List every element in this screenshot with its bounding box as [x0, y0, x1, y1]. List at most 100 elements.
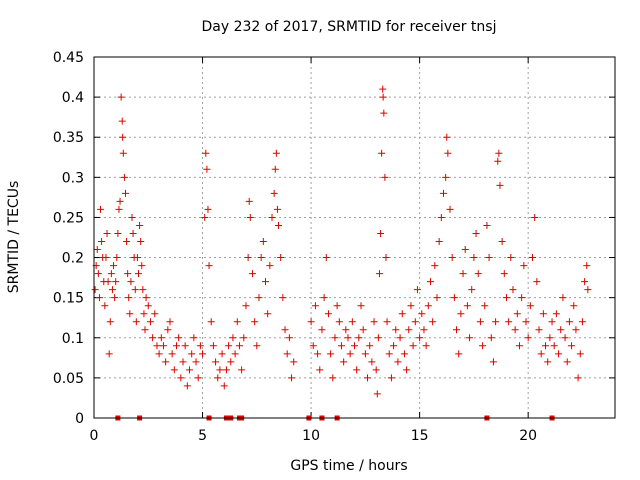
data-point	[461, 246, 469, 254]
data-point	[409, 342, 417, 350]
data-point	[429, 318, 437, 326]
data-point	[331, 334, 339, 342]
data-point	[244, 254, 252, 262]
data-point	[264, 310, 272, 318]
data-point	[132, 318, 140, 326]
data-point	[155, 350, 163, 358]
data-point	[177, 374, 185, 382]
data-point	[108, 286, 116, 294]
data-point	[111, 294, 119, 302]
data-point	[91, 286, 99, 294]
data-point	[238, 366, 246, 374]
data-point	[181, 342, 189, 350]
data-point	[112, 278, 120, 286]
data-point	[374, 334, 382, 342]
data-point	[380, 109, 388, 117]
data-point	[235, 342, 243, 350]
y-tick-label: 0.2	[62, 251, 84, 267]
data-point	[479, 342, 487, 350]
data-point	[335, 318, 343, 326]
data-point	[568, 342, 576, 350]
data-point	[550, 342, 558, 350]
data-point	[398, 310, 406, 318]
data-point	[463, 302, 471, 310]
data-point	[387, 374, 395, 382]
data-point	[220, 382, 228, 390]
data-point	[142, 294, 150, 302]
data-point	[405, 326, 413, 334]
data-point	[140, 310, 148, 318]
data-point	[131, 286, 139, 294]
data-point	[168, 350, 176, 358]
data-point	[320, 294, 328, 302]
data-point	[253, 342, 261, 350]
y-tick-label: 0.4	[62, 90, 84, 106]
data-point	[513, 310, 521, 318]
x-tick-label: 10	[302, 428, 320, 444]
data-point	[459, 270, 467, 278]
data-point	[576, 350, 584, 358]
data-point	[457, 310, 465, 318]
data-point	[285, 334, 293, 342]
data-point	[583, 262, 591, 270]
data-point	[435, 238, 443, 246]
data-point	[565, 318, 573, 326]
data-point	[216, 366, 224, 374]
data-point	[118, 117, 126, 125]
data-point	[201, 213, 209, 221]
data-point	[385, 350, 393, 358]
data-point	[133, 254, 141, 262]
data-point	[146, 318, 154, 326]
data-point	[225, 342, 233, 350]
data-point	[333, 302, 341, 310]
data-point	[279, 294, 287, 302]
data-point	[494, 157, 502, 165]
data-point	[271, 165, 279, 173]
data-point	[95, 294, 103, 302]
data-point	[136, 221, 144, 229]
data-point	[442, 173, 450, 181]
data-point	[218, 350, 226, 358]
data-point	[455, 350, 463, 358]
data-point	[192, 358, 200, 366]
data-point	[329, 374, 337, 382]
data-point	[123, 238, 131, 246]
data-point	[489, 358, 497, 366]
data-point	[261, 278, 269, 286]
data-point	[539, 310, 547, 318]
x-tick-label: 0	[90, 428, 99, 444]
data-point	[203, 165, 211, 173]
data-point	[268, 213, 276, 221]
data-point	[318, 326, 326, 334]
data-point	[366, 342, 374, 350]
y-tick-label: 0.35	[53, 130, 84, 146]
data-point	[166, 318, 174, 326]
data-point	[281, 326, 289, 334]
data-point	[574, 374, 582, 382]
data-point	[379, 85, 387, 93]
data-point	[390, 342, 398, 350]
data-point	[144, 302, 152, 310]
data-point	[368, 358, 376, 366]
y-tick-label: 0.25	[53, 210, 84, 226]
data-point	[520, 262, 528, 270]
data-point	[327, 350, 335, 358]
data-point	[470, 254, 478, 262]
data-point	[372, 366, 380, 374]
data-point	[106, 318, 114, 326]
data-point	[522, 318, 530, 326]
data-point	[515, 342, 523, 350]
data-point	[443, 133, 451, 141]
data-point	[424, 302, 432, 310]
data-point	[413, 286, 421, 294]
data-point	[572, 326, 580, 334]
data-point	[307, 318, 315, 326]
data-point	[529, 254, 537, 262]
data-point	[311, 302, 319, 310]
y-tick-label: 0	[75, 411, 84, 427]
x-tick-label: 15	[411, 428, 429, 444]
plot-frame	[93, 56, 616, 419]
data-point	[283, 350, 291, 358]
data-point	[162, 358, 170, 366]
y-tick-labels: 0 0.05 0.1 0.15 0.2 0.25 0.3 0.35 0.4 0.45	[53, 50, 84, 427]
